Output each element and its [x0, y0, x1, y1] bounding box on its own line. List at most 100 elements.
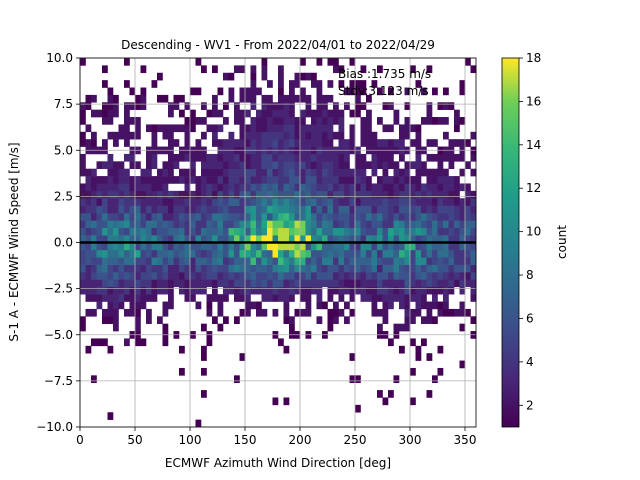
histogram-cell [399, 264, 405, 273]
histogram-cell [278, 124, 284, 133]
histogram-cell [239, 117, 246, 125]
histogram-cell [322, 139, 328, 147]
histogram-cell [437, 168, 444, 177]
histogram-cell [366, 235, 372, 243]
histogram-cell [91, 212, 97, 221]
histogram-cell [168, 257, 174, 265]
histogram-cell [278, 139, 284, 147]
histogram-cell [85, 198, 92, 206]
histogram-cell [162, 272, 169, 280]
histogram-cell [415, 294, 422, 302]
histogram-cell [245, 286, 251, 295]
histogram-cell [272, 102, 279, 110]
histogram-cell [338, 117, 345, 125]
histogram-cell [316, 117, 323, 125]
histogram-cell [283, 205, 290, 214]
histogram-cell [300, 87, 306, 96]
histogram-cell [267, 212, 273, 221]
histogram-cell [448, 153, 455, 162]
histogram-cell [443, 264, 449, 273]
x-tick-label: 300 [399, 433, 422, 447]
histogram-cell [278, 212, 284, 221]
histogram-cell [228, 94, 235, 103]
histogram-cell [261, 94, 268, 103]
histogram-cell [256, 220, 262, 229]
histogram-cell [228, 205, 235, 214]
histogram-cell [465, 235, 471, 243]
histogram-cell [272, 131, 279, 140]
histogram-cell [173, 220, 180, 229]
histogram-cell [140, 301, 147, 310]
histogram-cell [217, 212, 224, 221]
histogram-cell [118, 161, 125, 169]
histogram-cell [217, 139, 224, 147]
histogram-cell [96, 183, 103, 192]
histogram-cell [316, 176, 323, 184]
histogram-cell [322, 279, 328, 288]
histogram-cell [305, 72, 312, 81]
histogram-cell [349, 279, 356, 288]
histogram-cell [294, 264, 301, 273]
histogram-cell [410, 316, 416, 324]
histogram-cell [267, 80, 273, 88]
histogram-cell [91, 198, 97, 206]
histogram-cell [283, 131, 290, 140]
histogram-cell [91, 308, 97, 317]
histogram-cell [223, 257, 229, 265]
histogram-cell [465, 58, 471, 66]
histogram-cell [421, 235, 427, 243]
histogram-cell [201, 205, 207, 214]
histogram-cell [140, 87, 147, 96]
histogram-cell [129, 176, 136, 184]
y-tick-label: 7.5 [54, 97, 73, 111]
histogram-cell [283, 161, 290, 169]
histogram-cell [217, 235, 224, 243]
histogram-cell [399, 183, 405, 192]
histogram-cell [272, 183, 279, 192]
histogram-cell [261, 212, 268, 221]
histogram-cell [344, 242, 350, 251]
histogram-cell [410, 367, 416, 376]
histogram-cell [404, 220, 411, 229]
histogram-cell [85, 176, 92, 184]
histogram-cell [201, 117, 207, 125]
histogram-cell [305, 102, 312, 110]
histogram-cell [338, 183, 345, 192]
histogram-cell [300, 205, 306, 214]
histogram-cell [360, 87, 367, 96]
y-tick-label: −10.0 [36, 420, 73, 434]
histogram-cell [124, 272, 130, 280]
histogram-cell [388, 161, 394, 169]
histogram-cell [349, 242, 356, 251]
histogram-cell [96, 301, 103, 310]
histogram-cell [410, 257, 416, 265]
histogram-cell [140, 65, 147, 74]
histogram-cell [300, 124, 306, 133]
histogram-cell [415, 190, 422, 199]
histogram-cell [377, 153, 383, 162]
histogram-cell [294, 235, 301, 243]
histogram-cell [415, 176, 422, 184]
histogram-cell [349, 235, 356, 243]
histogram-cell [311, 124, 317, 133]
histogram-cell [399, 301, 405, 310]
histogram-cell [201, 161, 207, 169]
histogram-cell [305, 235, 312, 243]
histogram-cell [360, 249, 367, 258]
histogram-cell [212, 212, 218, 221]
histogram-cell [151, 294, 158, 302]
histogram-cell [333, 316, 339, 324]
histogram-cell [80, 161, 86, 169]
histogram-cell [305, 220, 312, 229]
histogram-cell [234, 212, 240, 221]
histogram-cell [113, 323, 119, 332]
histogram-cell [404, 316, 411, 324]
histogram-cell [223, 183, 229, 192]
histogram-cell [399, 242, 405, 251]
histogram-cell [91, 279, 97, 288]
histogram-cell [459, 279, 466, 288]
histogram-cell [443, 205, 449, 214]
histogram-cell [399, 272, 405, 280]
histogram-cell [289, 220, 295, 229]
histogram-cell [305, 198, 312, 206]
